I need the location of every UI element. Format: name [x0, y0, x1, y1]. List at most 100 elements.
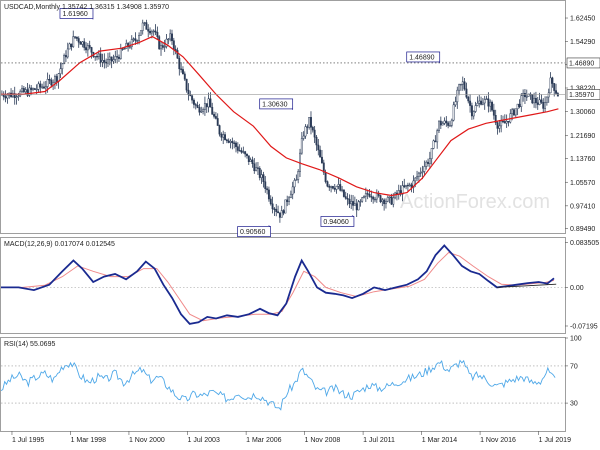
time-tick-label: 1 Jul 2019: [539, 437, 571, 444]
candle-body: [19, 91, 22, 97]
price-tag-leader: [351, 215, 355, 217]
candle-body: [163, 46, 166, 48]
candle-body: [406, 184, 409, 187]
time-tick-label: 1 Nov 2016: [480, 437, 516, 444]
rsi-header: RSI(14) 55.0695: [4, 341, 55, 348]
candle-body: [438, 120, 440, 132]
candle-body: [152, 30, 155, 32]
candle-body: [280, 210, 283, 218]
price-tag-label: 1.30630: [262, 101, 287, 108]
candle-body: [476, 103, 479, 106]
candle-body: [348, 198, 351, 205]
candle-body: [470, 105, 473, 117]
watermark: ActionForex.com: [400, 191, 550, 213]
candle-body: [174, 48, 177, 51]
candle-body: [423, 166, 426, 172]
candle-body: [178, 57, 181, 70]
candle-body: [150, 31, 153, 34]
candle-body: [516, 103, 519, 110]
candle-body: [555, 90, 557, 94]
candle-body: [28, 87, 31, 96]
candle-body: [108, 56, 111, 60]
macd-header: MACD(12,26,9) 0.017074 0.012545: [4, 241, 115, 248]
last-price-label-box: [566, 89, 600, 100]
candle-body: [333, 188, 336, 190]
candle-body: [81, 41, 84, 45]
candle-body: [220, 133, 223, 138]
moving-average-line: [1, 35, 559, 197]
candle-body: [202, 109, 205, 112]
candle-body: [341, 189, 344, 191]
candle-body: [353, 203, 356, 206]
time-tick-label: 1 Nov 2000: [129, 437, 165, 444]
candle-body: [143, 22, 146, 24]
candle-body: [355, 203, 358, 211]
candle-body: [176, 50, 179, 59]
candle-body: [244, 151, 247, 155]
time-tick-label: 1 Jul 2003: [188, 437, 220, 444]
candle-body: [315, 136, 318, 146]
time-tick-label: 1 Mar 2014: [422, 437, 458, 444]
candle-body: [59, 68, 62, 74]
candle-body: [335, 186, 338, 190]
candle-body: [161, 45, 164, 48]
candle-body: [96, 56, 98, 58]
candle-body: [39, 83, 42, 88]
candle-body: [375, 193, 378, 200]
candle-body: [368, 194, 371, 197]
candle-body: [545, 96, 548, 103]
candle-body: [90, 47, 93, 53]
price-ytick-label: 1.30060: [570, 109, 595, 116]
candle-body: [417, 172, 420, 177]
candle-body: [439, 120, 442, 126]
candle-body: [246, 153, 248, 156]
candle-body: [63, 55, 66, 65]
candle-body: [167, 38, 170, 41]
candle-body: [233, 142, 236, 144]
candle-body: [509, 113, 512, 123]
candle-body: [165, 38, 168, 47]
candle-body: [452, 104, 455, 121]
candle-body: [118, 56, 120, 59]
candle-body: [513, 109, 515, 116]
candle-body: [6, 94, 9, 99]
candle-body: [432, 140, 435, 149]
candle-body: [483, 99, 486, 104]
candle-body: [478, 100, 481, 104]
candle-body: [258, 168, 261, 178]
candle-body: [428, 158, 431, 164]
candle-body: [200, 110, 203, 113]
candle-body: [114, 56, 117, 60]
candle-body: [342, 189, 345, 197]
candle-body: [35, 88, 38, 91]
candle-body: [218, 125, 221, 135]
candle-body: [141, 22, 144, 31]
candle-body: [83, 41, 86, 48]
rsi-line: [0, 359, 556, 411]
candle-body: [456, 89, 459, 103]
candle-body: [251, 159, 254, 164]
candle-body: [44, 86, 47, 89]
candle-body: [196, 104, 199, 108]
candle-body: [542, 102, 545, 109]
candle-body: [352, 201, 354, 206]
candle-body: [222, 134, 225, 138]
candle-body: [461, 81, 464, 85]
price-tag-label: 1.61960: [62, 11, 87, 18]
candle-body: [55, 76, 58, 82]
candle-body: [48, 79, 51, 81]
candle-body: [434, 140, 437, 143]
candle-body: [30, 87, 33, 90]
price-tag-box: [406, 51, 441, 63]
candle-body: [249, 159, 252, 162]
candle-body: [72, 36, 75, 48]
candle-body: [262, 174, 265, 183]
candle-body: [224, 134, 226, 141]
candle-body: [61, 63, 64, 70]
candle-body: [551, 77, 554, 84]
candle-body: [282, 210, 285, 214]
candle-body: [110, 56, 113, 62]
candle-body: [85, 47, 87, 51]
candle-body: [253, 163, 256, 172]
